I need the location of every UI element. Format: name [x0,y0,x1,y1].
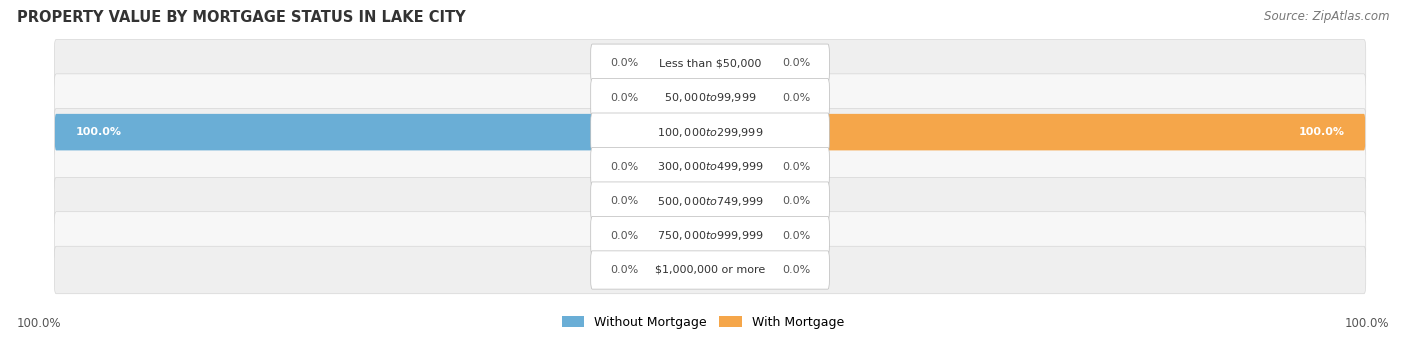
FancyBboxPatch shape [709,45,776,82]
Text: 100.0%: 100.0% [17,317,62,330]
FancyBboxPatch shape [644,252,711,288]
FancyBboxPatch shape [591,113,830,151]
FancyBboxPatch shape [55,143,1365,190]
Text: 0.0%: 0.0% [782,58,810,68]
FancyBboxPatch shape [709,217,776,254]
Text: 0.0%: 0.0% [610,93,638,103]
Text: 100.0%: 100.0% [1344,317,1389,330]
FancyBboxPatch shape [644,217,711,254]
FancyBboxPatch shape [55,114,711,150]
Text: 0.0%: 0.0% [782,265,810,275]
FancyBboxPatch shape [591,79,830,117]
FancyBboxPatch shape [55,108,1365,156]
Text: Source: ZipAtlas.com: Source: ZipAtlas.com [1264,10,1389,23]
FancyBboxPatch shape [709,183,776,219]
Text: 0.0%: 0.0% [610,196,638,206]
Text: 0.0%: 0.0% [610,162,638,172]
FancyBboxPatch shape [55,177,1365,225]
Text: $100,000 to $299,999: $100,000 to $299,999 [657,126,763,139]
Text: 0.0%: 0.0% [782,93,810,103]
FancyBboxPatch shape [591,148,830,186]
FancyBboxPatch shape [644,80,711,116]
Text: 0.0%: 0.0% [610,265,638,275]
FancyBboxPatch shape [591,182,830,220]
Text: PROPERTY VALUE BY MORTGAGE STATUS IN LAKE CITY: PROPERTY VALUE BY MORTGAGE STATUS IN LAK… [17,10,465,25]
FancyBboxPatch shape [591,251,830,289]
Text: 0.0%: 0.0% [610,231,638,240]
Text: $300,000 to $499,999: $300,000 to $499,999 [657,160,763,173]
Text: 100.0%: 100.0% [76,127,122,137]
FancyBboxPatch shape [55,74,1365,121]
FancyBboxPatch shape [709,80,776,116]
FancyBboxPatch shape [55,212,1365,259]
Text: $50,000 to $99,999: $50,000 to $99,999 [664,91,756,104]
Text: $750,000 to $999,999: $750,000 to $999,999 [657,229,763,242]
Text: 0.0%: 0.0% [610,58,638,68]
FancyBboxPatch shape [709,252,776,288]
Text: 0.0%: 0.0% [782,162,810,172]
Text: $500,000 to $749,999: $500,000 to $749,999 [657,194,763,207]
FancyBboxPatch shape [644,183,711,219]
Text: $1,000,000 or more: $1,000,000 or more [655,265,765,275]
Text: Less than $50,000: Less than $50,000 [659,58,761,68]
FancyBboxPatch shape [591,216,830,255]
FancyBboxPatch shape [55,246,1365,294]
FancyBboxPatch shape [591,44,830,82]
FancyBboxPatch shape [644,148,711,185]
Text: 100.0%: 100.0% [1298,127,1344,137]
Text: 0.0%: 0.0% [782,231,810,240]
FancyBboxPatch shape [55,39,1365,87]
Text: 0.0%: 0.0% [782,196,810,206]
FancyBboxPatch shape [709,148,776,185]
Legend: Without Mortgage, With Mortgage: Without Mortgage, With Mortgage [557,311,849,334]
FancyBboxPatch shape [709,114,1365,150]
FancyBboxPatch shape [644,45,711,82]
